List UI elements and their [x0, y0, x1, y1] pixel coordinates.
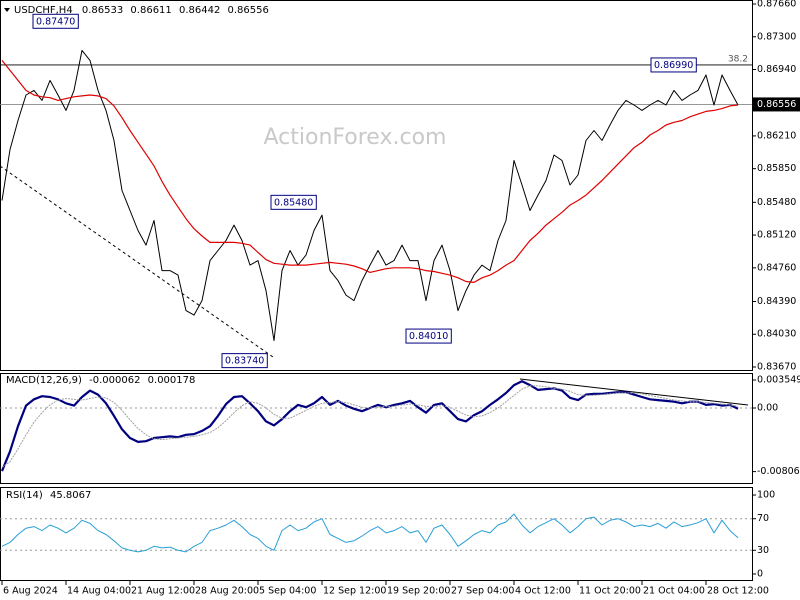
current-price-box	[753, 97, 800, 112]
x-tick-label: 28 Oct 12:00	[707, 586, 769, 597]
y-tick-label: 0.84760	[757, 262, 796, 273]
y-tick-label: 0.83670	[757, 361, 796, 372]
macd-trend-line	[519, 378, 749, 406]
y-tick-label: 0.00	[757, 403, 778, 414]
macd-title: MACD(12,26,9)	[6, 375, 82, 386]
series-line	[0, 380, 739, 472]
x-tick-label: 5 Sep 04:00	[259, 586, 316, 597]
x-tick-label: 19 Sep 20:00	[387, 586, 450, 597]
header-icon	[4, 8, 10, 12]
annotation-label: 0.86990	[654, 60, 693, 71]
level-label: 38.2	[728, 54, 748, 64]
y-tick-label: 0.84390	[757, 296, 796, 307]
x-tick-label: 27 Sep 04:00	[451, 586, 514, 597]
low: 0.86442	[179, 5, 220, 16]
header: USDCHF,H4 0.86533 0.86611 0.86442 0.8655…	[14, 5, 269, 16]
x-tick-label: 21 Oct 04:00	[643, 586, 705, 597]
x-tick-label: 12 Sep 12:00	[323, 586, 386, 597]
x-tick-label: 6 Aug 2024	[3, 586, 58, 597]
y-tick-label: 0.86210	[757, 130, 796, 141]
high: 0.86611	[130, 5, 171, 16]
rsi-panel-frame	[0, 487, 753, 581]
y-tick-label: 0.84030	[757, 329, 796, 340]
y-tick-label: 0.86940	[757, 64, 796, 75]
rsi-title: RSI(14)	[6, 490, 43, 501]
annotation-box	[650, 57, 697, 73]
annotation-label: 0.83740	[225, 356, 264, 367]
macd-header: MACD(12,26,9) -0.000062 0.000178	[6, 375, 195, 386]
y-tick-label: 0.85850	[757, 163, 796, 174]
y-tick-label: 0	[757, 568, 763, 579]
series-line	[1, 60, 739, 283]
annotation-label: 0.84010	[409, 331, 448, 342]
annotation-box	[270, 194, 317, 210]
y-tick-label: -0.00806	[757, 466, 800, 477]
y-tick-label: 0.003549	[757, 375, 800, 386]
watermark: ActionForex.com	[264, 125, 447, 150]
annotation-box	[221, 353, 268, 369]
y-tick-label: 0.87300	[757, 31, 796, 42]
trend-line	[0, 165, 274, 358]
series-line	[1, 513, 739, 553]
series-line	[1, 49, 739, 342]
annotation-box	[32, 13, 79, 29]
y-tick-label: 0.85120	[757, 230, 796, 241]
close: 0.86556	[228, 5, 269, 16]
x-tick-label: 28 Aug 20:00	[195, 586, 259, 597]
y-tick-label: 70	[757, 513, 769, 524]
y-tick-label: 0.85480	[757, 197, 796, 208]
x-tick-label: 11 Oct 20:00	[579, 586, 641, 597]
y-tick-label: 100	[757, 490, 775, 501]
annotation-label: 0.85480	[274, 197, 313, 208]
rsi-header: RSI(14) 45.8067	[6, 490, 91, 501]
series-line	[1, 385, 739, 468]
macd-panel-frame	[0, 373, 753, 484]
annotation-label: 0.87470	[36, 16, 75, 27]
y-tick-label: 30	[757, 545, 769, 556]
macd-signal-value: 0.000178	[148, 375, 196, 386]
x-tick-label: 21 Aug 12:00	[131, 586, 195, 597]
current-price-label: 0.86556	[757, 99, 796, 110]
rsi-value: 45.8067	[50, 490, 91, 501]
symbol: USDCHF,H4	[14, 5, 73, 16]
annotation-box	[405, 328, 452, 344]
price-panel-frame	[0, 0, 753, 371]
x-tick-label: 4 Oct 12:00	[515, 586, 571, 597]
open: 0.86533	[82, 5, 123, 16]
y-tick-label: 0.87660	[757, 0, 796, 10]
x-tick-label: 14 Aug 04:00	[67, 586, 131, 597]
macd-value: -0.000062	[89, 375, 140, 386]
